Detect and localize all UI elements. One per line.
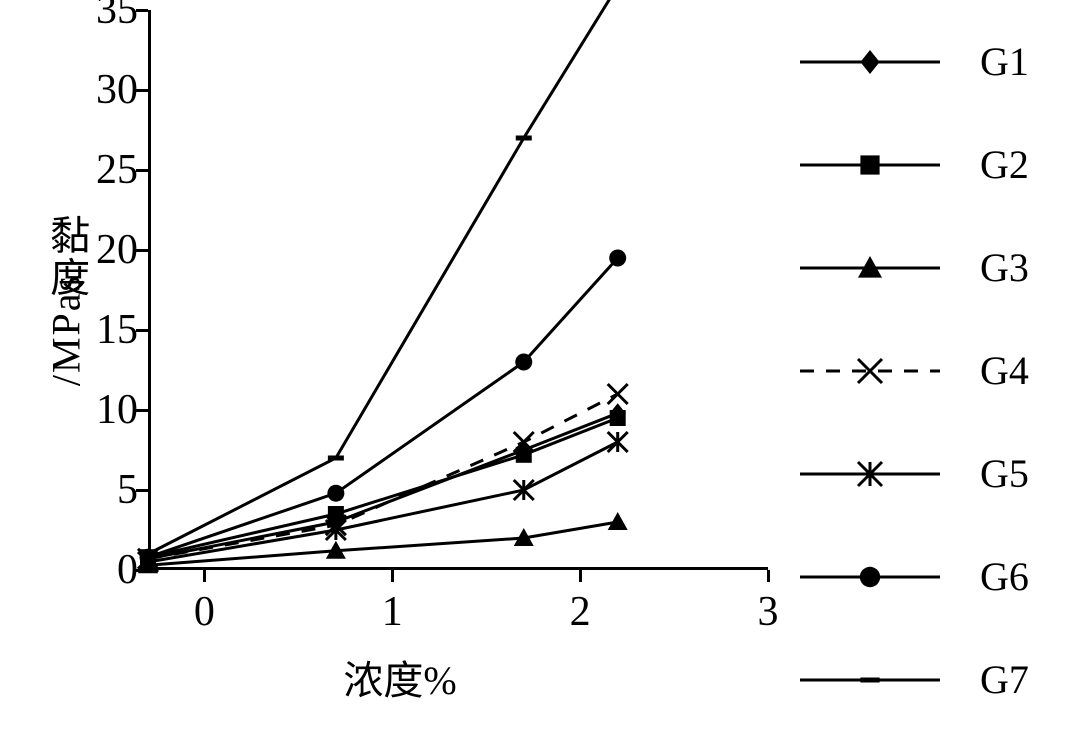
legend-item-G5: G5 bbox=[800, 422, 1080, 525]
legend-label: G1 bbox=[980, 38, 1029, 85]
legend-marker bbox=[800, 42, 940, 82]
x-tick bbox=[767, 570, 770, 582]
y-tick-label: 25 bbox=[96, 146, 138, 194]
series-marker-G5 bbox=[608, 432, 628, 452]
legend-marker bbox=[800, 145, 940, 185]
series-marker-G6 bbox=[515, 354, 532, 371]
y-tick-label: 20 bbox=[96, 226, 138, 274]
legend-label: G2 bbox=[980, 141, 1029, 188]
x-tick-label: 2 bbox=[570, 588, 591, 636]
x-tick bbox=[203, 570, 206, 582]
legend-marker bbox=[800, 351, 940, 391]
series-marker-G2 bbox=[610, 410, 626, 426]
legend-item-G1: G1 bbox=[800, 10, 1080, 113]
legend-label: G3 bbox=[980, 244, 1029, 291]
legend-marker bbox=[800, 557, 940, 597]
legend-item-G3: G3 bbox=[800, 216, 1080, 319]
x-axis-title: 浓度% bbox=[343, 648, 456, 706]
series-line-G2 bbox=[148, 418, 618, 557]
plot-area bbox=[148, 10, 768, 570]
x-tick-label: 3 bbox=[758, 588, 779, 636]
legend-item-G6: G6 bbox=[800, 525, 1080, 628]
legend-item-G7: G7 bbox=[800, 628, 1080, 731]
legend-item-G4: G4 bbox=[800, 319, 1080, 422]
plot-svg bbox=[148, 10, 768, 570]
series-line-G7 bbox=[148, 0, 618, 554]
x-tick-label: 0 bbox=[194, 588, 215, 636]
legend-marker bbox=[800, 248, 940, 288]
legend-label: G6 bbox=[980, 553, 1029, 600]
series-marker-G4 bbox=[608, 384, 628, 404]
legend-label: G4 bbox=[980, 347, 1029, 394]
y-tick-label: 10 bbox=[96, 386, 138, 434]
y-tick-label: 30 bbox=[96, 66, 138, 114]
x-tick bbox=[391, 570, 394, 582]
legend-item-G2: G2 bbox=[800, 113, 1080, 216]
x-tick-label: 1 bbox=[382, 588, 403, 636]
legend-label: G7 bbox=[980, 656, 1029, 703]
y-tick-label: 15 bbox=[96, 306, 138, 354]
legend-marker bbox=[800, 454, 940, 494]
legend-marker bbox=[800, 660, 940, 700]
y-tick-label: 35 bbox=[96, 0, 138, 34]
x-tick bbox=[579, 570, 582, 582]
y-tick-label: 0 bbox=[117, 546, 138, 594]
series-marker-G3 bbox=[608, 512, 628, 530]
series-line-G6 bbox=[148, 258, 618, 557]
chart-container: 黏度/MPas 浓度% G1G2G3G4G5G6G7 0510152025303… bbox=[0, 0, 1085, 730]
legend-label: G5 bbox=[980, 450, 1029, 497]
series-line-G1 bbox=[148, 413, 618, 559]
legend: G1 G2 G3 G4 G5 G6 G7 bbox=[800, 10, 1080, 731]
y-tick-label: 5 bbox=[117, 466, 138, 514]
series-marker-G6 bbox=[609, 250, 626, 267]
series-marker-G6 bbox=[327, 485, 344, 502]
